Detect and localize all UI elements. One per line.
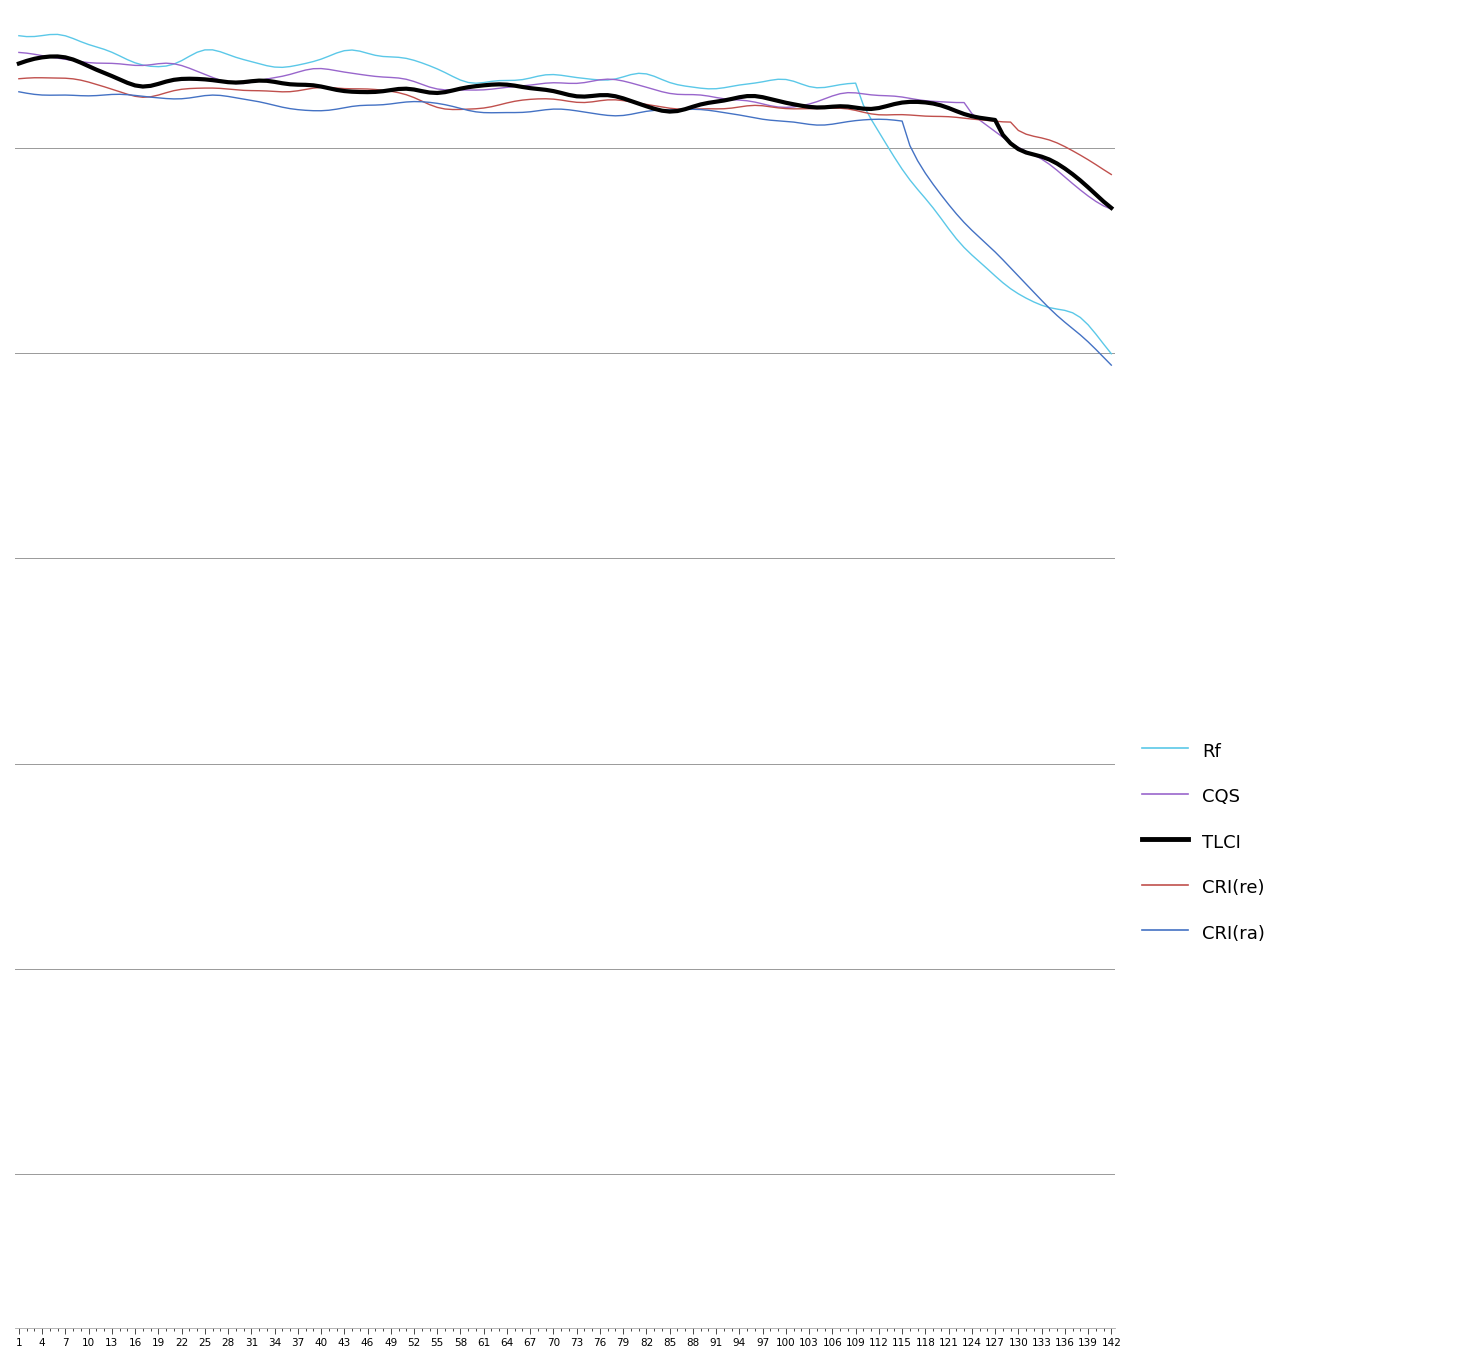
CQS (584, 74, 601, 90)
TLCI (351, 85, 369, 101)
Rf (730, 76, 748, 93)
Rf (1103, 346, 1121, 363)
Rf (10, 27, 28, 44)
Line: CQS: CQS (19, 52, 1112, 209)
CQS (537, 75, 554, 91)
CRI(re) (10, 71, 28, 87)
Line: CRI(re): CRI(re) (19, 78, 1112, 174)
TLCI (708, 94, 726, 110)
CRI(ra) (584, 105, 601, 121)
CQS (10, 44, 28, 60)
CRI(re) (1103, 166, 1121, 183)
CRI(re) (25, 70, 42, 86)
CRI(ra) (10, 83, 28, 99)
TLCI (10, 56, 28, 72)
CRI(re) (351, 80, 369, 97)
TLCI (1103, 200, 1121, 217)
Rf (708, 80, 726, 97)
TLCI (544, 83, 562, 99)
CQS (344, 65, 361, 82)
Rf (351, 44, 369, 60)
CRI(re) (708, 101, 726, 117)
Rf (544, 67, 562, 83)
Rf (591, 72, 609, 89)
CQS (1103, 200, 1121, 217)
CQS (699, 87, 717, 104)
Line: Rf: Rf (19, 34, 1112, 354)
CQS (979, 117, 996, 134)
CRI(ra) (1103, 357, 1121, 373)
CQS (723, 91, 740, 108)
Rf (48, 26, 66, 42)
Rf (986, 267, 1004, 284)
TLCI (48, 48, 66, 64)
TLCI (986, 112, 1004, 128)
CRI(re) (544, 91, 562, 108)
Line: TLCI: TLCI (19, 56, 1112, 209)
CRI(ra) (344, 98, 361, 114)
Legend: Rf, CQS, TLCI, CRI(re), CRI(ra): Rf, CQS, TLCI, CRI(re), CRI(ra) (1135, 733, 1273, 951)
CRI(ra) (979, 236, 996, 252)
CRI(re) (730, 98, 748, 114)
Line: CRI(ra): CRI(ra) (19, 91, 1112, 365)
TLCI (730, 89, 748, 105)
CRI(re) (986, 113, 1004, 129)
TLCI (591, 87, 609, 104)
CRI(re) (591, 93, 609, 109)
CRI(ra) (537, 102, 554, 119)
CRI(ra) (699, 102, 717, 119)
CRI(ra) (723, 105, 740, 121)
